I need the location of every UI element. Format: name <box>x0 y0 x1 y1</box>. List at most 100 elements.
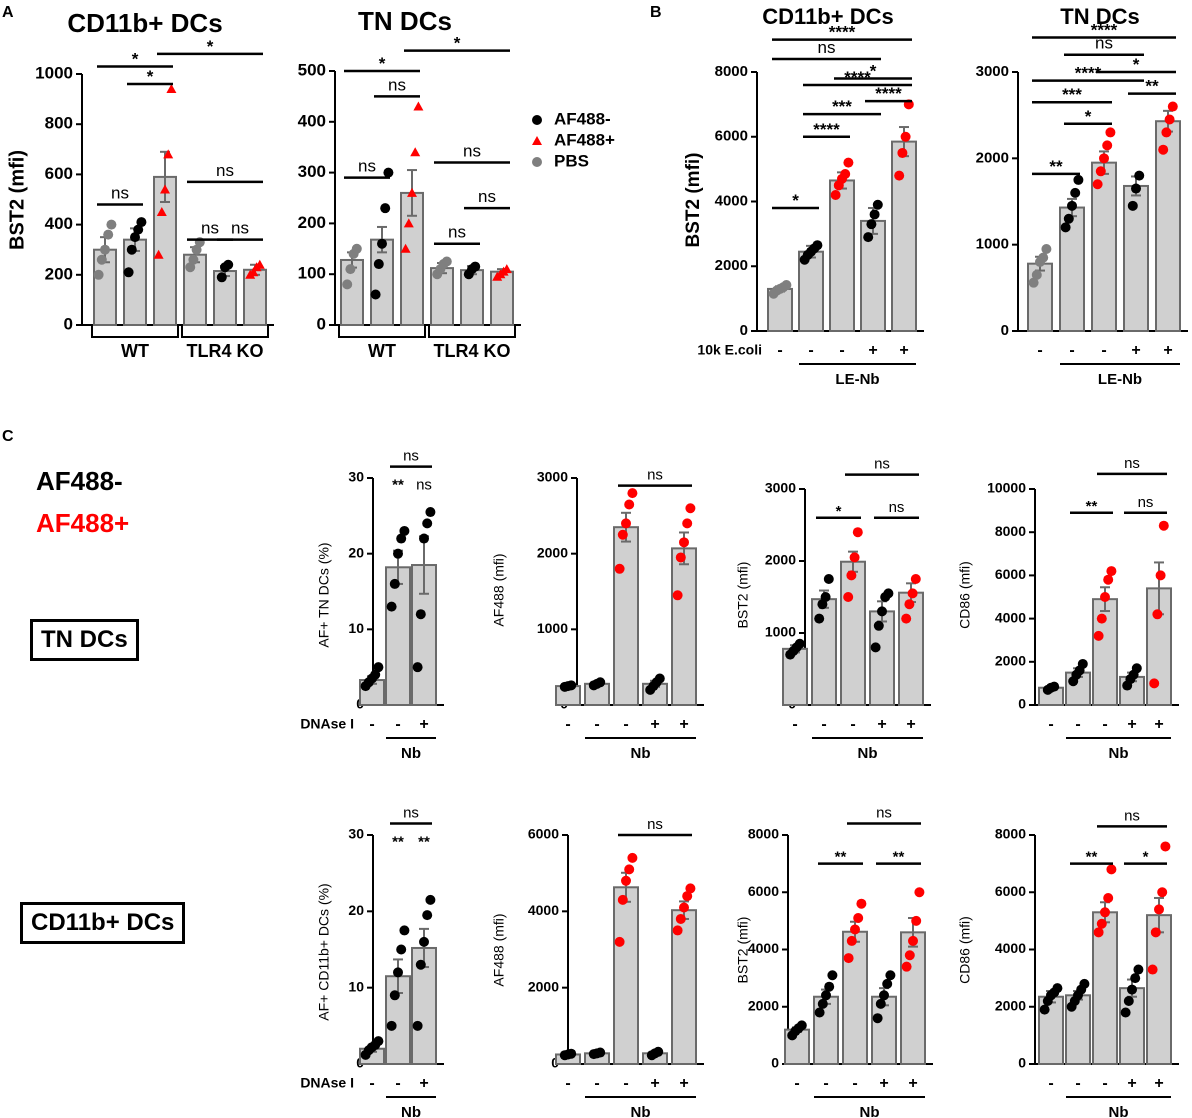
chart-c_tn_3-point <box>846 570 857 581</box>
chart-c_tn_4-point <box>1103 574 1114 585</box>
chart-c_cd_3-ytick-label: 8000 <box>748 826 779 842</box>
chart-a2-point <box>342 279 353 290</box>
chart-c_tn_2-point <box>654 673 665 684</box>
chart-c_cd_1-point <box>389 990 400 1001</box>
chart-b1-bar <box>891 140 917 332</box>
chart-b1-cond: + <box>868 342 877 359</box>
chart-c_cd_4-point <box>1096 918 1107 929</box>
chart-b1-point <box>866 219 877 230</box>
chart-a1-ytick-label: 1000 <box>35 63 73 82</box>
chart-b2-ytick-label: 3000 <box>976 63 1009 80</box>
chart-b2-point <box>1164 114 1175 125</box>
chart-c_tn_2-point <box>617 529 628 540</box>
chart-c_cd_4-point <box>1052 983 1063 994</box>
chart-c_cd_3-cond: + <box>879 1075 888 1092</box>
chart-c_tn_4-ytick-label: 10000 <box>987 480 1026 496</box>
chart-c_tn_2-ytick-label: 2000 <box>537 544 568 560</box>
chart-a2-sig-label: ns <box>448 223 466 242</box>
chart-a1-ytick-label: 0 <box>64 314 73 333</box>
chart-a1-point <box>163 149 174 159</box>
chart-b2-point <box>1105 127 1116 138</box>
chart-a2-sig-label: * <box>454 34 461 53</box>
chart-c_cd_4-point <box>1157 887 1168 898</box>
chart-a2-point <box>407 187 417 197</box>
chart-c_cd_3-ytick-label: 4000 <box>748 940 779 956</box>
chart-c_cd_4-cond: - <box>1048 1075 1053 1092</box>
chart-b2-point <box>1134 170 1145 181</box>
chart-b2-sig-label: ** <box>1049 157 1063 176</box>
chart-c_cd_2-point <box>566 1048 577 1059</box>
chart-a1-point <box>153 249 164 259</box>
legend-a-label: PBS <box>554 151 589 170</box>
chart-c_cd_3-point <box>904 950 915 961</box>
chart-a1-ylabel: BST2 (mfi) <box>6 150 28 250</box>
chart-a1-title: CD11b+ DCs <box>67 8 222 38</box>
chart-c_cd_1-point <box>399 925 410 936</box>
chart-a1-sig-label: * <box>207 37 214 56</box>
chart-c_tn_3-point <box>823 574 834 584</box>
chart-c_tn_2-point <box>627 488 638 499</box>
chart-c_tn_3-bar <box>840 560 866 706</box>
chart-b1-sig-label: * <box>792 191 799 210</box>
chart-a1-sig-label: * <box>147 67 154 86</box>
chart-c_cd_3-point <box>879 990 889 1001</box>
chart-c_tn_2-point <box>682 518 693 529</box>
chart-c_cd_3-point <box>882 978 893 989</box>
chart-c_tn_2-point <box>672 590 683 601</box>
chart-c_tn_3-cond: + <box>877 716 886 733</box>
chart-c_tn_2-underbar-label: Nb <box>631 745 651 762</box>
chart-a2-sig-label: ns <box>478 187 496 206</box>
chart-c_cd_3-point <box>914 887 925 898</box>
chart-b1-ytick-label: 4000 <box>715 192 748 209</box>
chart-c_tn_4-cond: - <box>1102 716 1107 733</box>
legend-a-marker-circle <box>532 157 542 167</box>
chart-c_tn_3-cond: - <box>821 716 826 733</box>
chart-a1-point <box>248 267 259 277</box>
chart-c_cd_2-point <box>653 1046 664 1057</box>
chart-a2-point <box>373 259 384 270</box>
chart-c_tn_1-bar <box>385 566 411 707</box>
chart-c_tn_3-point <box>873 620 884 631</box>
chart-a1-sig-label: ns <box>201 219 219 238</box>
panel-label-c: C <box>2 428 14 445</box>
chart-c_tn_1-point <box>412 662 423 673</box>
chart-c_tn_1-cond-label: DNAse I <box>300 716 354 732</box>
chart-a1-point <box>100 244 110 255</box>
chart-b1-cond: - <box>839 342 844 359</box>
chart-c_tn_3-sig-label: * <box>836 503 842 520</box>
chart-c_tn_2-sig-label: ns <box>647 467 663 484</box>
chart-a1-point <box>166 84 177 94</box>
chart-b1-title: CD11b+ DCs <box>762 4 893 29</box>
chart-a2-ytick-label: 300 <box>298 162 326 181</box>
chart-b2-sig-label: **** <box>1091 20 1118 39</box>
chart-c_tn_1-ylabel: AF+ TN DCs (%) <box>316 542 332 647</box>
chart-b1-sig-label: **** <box>875 84 902 103</box>
chart-b2-ytick-label: 2000 <box>976 149 1009 166</box>
chart-b2-bar <box>1155 120 1181 332</box>
chart-c_tn_2-point <box>675 552 686 563</box>
chart-c_cd_3-cond: + <box>908 1075 917 1092</box>
chart-b1-ytick-label: 6000 <box>715 128 748 145</box>
chart-a1-xgroup-bracket <box>91 325 179 338</box>
chart-c_cd_4-point <box>1130 973 1141 984</box>
chart-b2-cond: + <box>1131 342 1140 359</box>
chart-c_tn_4-point <box>1131 663 1142 674</box>
chart-c_tn_1-ytick-label: 20 <box>348 544 364 560</box>
chart-a1-sig-label: ns <box>231 219 249 238</box>
chart-b1-cond-label: 10k E.coli <box>697 342 762 358</box>
chart-b2-point <box>1099 153 1109 164</box>
chart-c_cd_4-point <box>1147 964 1158 975</box>
chart-a1-point <box>103 229 114 240</box>
chart-b2-bar <box>1091 161 1117 332</box>
chart-c_cd_2-cond: - <box>623 1075 628 1092</box>
chart-a2-xgroup-label: WT <box>368 341 396 361</box>
chart-b2-point <box>1038 252 1049 263</box>
chart-c_cd_4-point <box>1150 927 1161 938</box>
chart-a1-sig-label: ns <box>111 184 129 203</box>
chart-c_cd_2-cond: + <box>679 1075 688 1092</box>
chart-c_cd_1-sig-label: ns <box>403 805 419 822</box>
chart-a2-ytick-label: 100 <box>298 264 326 283</box>
chart-b2-point <box>1131 183 1141 194</box>
chart-c_tn_1-cond: + <box>419 716 428 733</box>
chart-b2-point <box>1067 200 1077 211</box>
